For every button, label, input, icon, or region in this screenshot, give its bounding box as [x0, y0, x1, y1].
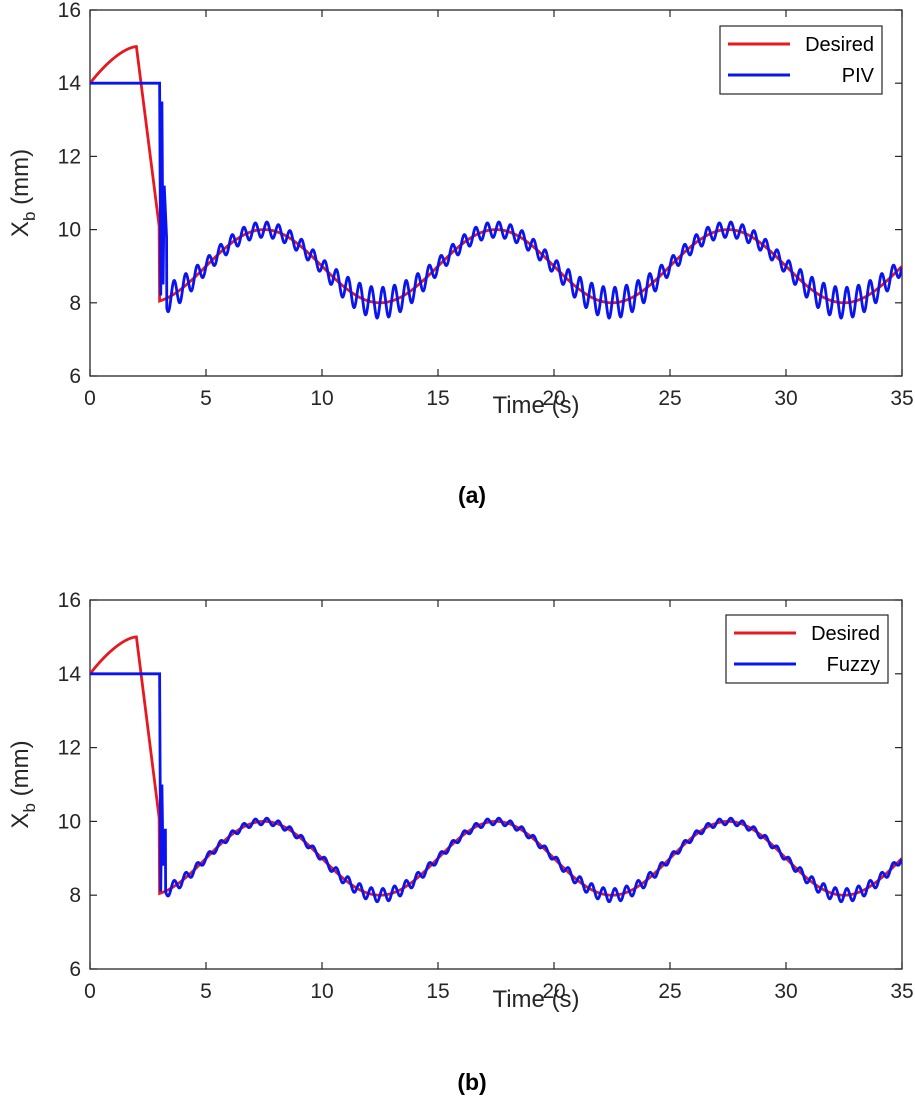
chart-b-svg: 0 5 10 15 20 25 30 35 6 8 10 12 14 16 Desired Fuzzy T… [7, 590, 914, 1095]
chart-b-y-tick-label: 14 [58, 663, 82, 686]
chart-b-x-tick-label: 5 [200, 980, 212, 1003]
chart-b-y-axis-label: Xb (mm) [7, 740, 39, 828]
chart-a-y-tick-label: 8 [69, 292, 81, 315]
chart-a-y-tick-label: 10 [58, 219, 81, 242]
chart-a-legend-box [719, 25, 883, 95]
chart-b-caption: (b) [457, 1069, 486, 1095]
chart-a-y-tick-label: 16 [58, 0, 81, 22]
chart-a-y-tick-label: 14 [58, 72, 82, 95]
chart-b-series-fuzzy [90, 672, 902, 904]
chart-b-x-tick-label: 10 [310, 980, 333, 1003]
chart-a-x-tick-label: 35 [890, 387, 913, 410]
chart-a-x-tick-label: 15 [426, 387, 449, 410]
chart-b-y-label-unit: (mm) [7, 740, 34, 803]
chart-a-y-label-main: X [7, 221, 34, 237]
chart-b-y-label-main: X [7, 813, 34, 829]
chart-b-x-tick-label: 15 [426, 980, 449, 1003]
chart-a-y-axis-label: Xb (mm) [7, 149, 39, 237]
chart-a-axes-box [89, 9, 903, 377]
chart-a-legend-label-desired: Desired [805, 34, 874, 56]
chart-a-y-label-unit: (mm) [7, 149, 34, 212]
chart-a-x-tick-label: 10 [310, 387, 333, 410]
chart-panel-a: 0 5 10 15 20 25 30 35 6 8 10 12 14 16 Desired PIV Tim… [0, 0, 915, 520]
chart-b-x-tick-label: 30 [774, 980, 797, 1003]
chart-b-x-tick-label: 20 [542, 980, 565, 1003]
chart-b-x-tick-label: 35 [890, 980, 913, 1003]
chart-a-x-tick-label: 30 [774, 387, 797, 410]
chart-b-y-tick-label: 12 [58, 737, 81, 760]
chart-b-legend: Desired Fuzzy [725, 614, 889, 684]
chart-b-x-axis-label: Time (s) [492, 986, 579, 1013]
chart-b-x-tick-label: 0 [84, 980, 96, 1003]
chart-b-y-tick-label: 16 [58, 590, 81, 612]
chart-b-y-label-sub: b [20, 803, 39, 812]
chart-a-x-tick-label: 0 [84, 387, 96, 410]
chart-a-y-label-sub: b [20, 212, 39, 221]
chart-b-plot-area: 0 5 10 15 20 25 30 35 6 8 10 12 14 16 [58, 590, 914, 1003]
chart-b-y-tick-label: 6 [69, 958, 81, 981]
chart-b-legend-label-desired: Desired [811, 623, 880, 645]
chart-b-axes-box [89, 599, 903, 970]
chart-a-x-axis-label: Time (s) [492, 392, 579, 419]
chart-b-legend-box [725, 614, 889, 684]
chart-a-legend-label-piv: PIV [842, 65, 875, 87]
chart-a-x-tick-label: 20 [542, 387, 565, 410]
chart-b-legend-label-fuzzy: Fuzzy [827, 654, 880, 676]
chart-a-plot-area: 0 5 10 15 20 25 30 35 6 8 10 12 14 16 [58, 0, 914, 410]
chart-b-x-tick-label: 25 [658, 980, 681, 1003]
chart-a-legend: Desired PIV [719, 25, 883, 95]
chart-a-caption: (a) [458, 482, 486, 508]
chart-a-x-tick-label: 25 [658, 387, 681, 410]
chart-a-y-tick-label: 6 [69, 365, 81, 388]
chart-panel-b: 0 5 10 15 20 25 30 35 6 8 10 12 14 16 Desired Fuzzy T… [0, 590, 915, 1110]
chart-a-series-piv [90, 81, 902, 320]
chart-a-svg: 0 5 10 15 20 25 30 35 6 8 10 12 14 16 Desired PIV Tim… [7, 0, 914, 508]
chart-a-x-tick-label: 5 [200, 387, 212, 410]
chart-b-y-tick-label: 10 [58, 810, 81, 833]
chart-b-y-tick-label: 8 [69, 884, 81, 907]
chart-a-y-tick-label: 12 [58, 145, 81, 168]
